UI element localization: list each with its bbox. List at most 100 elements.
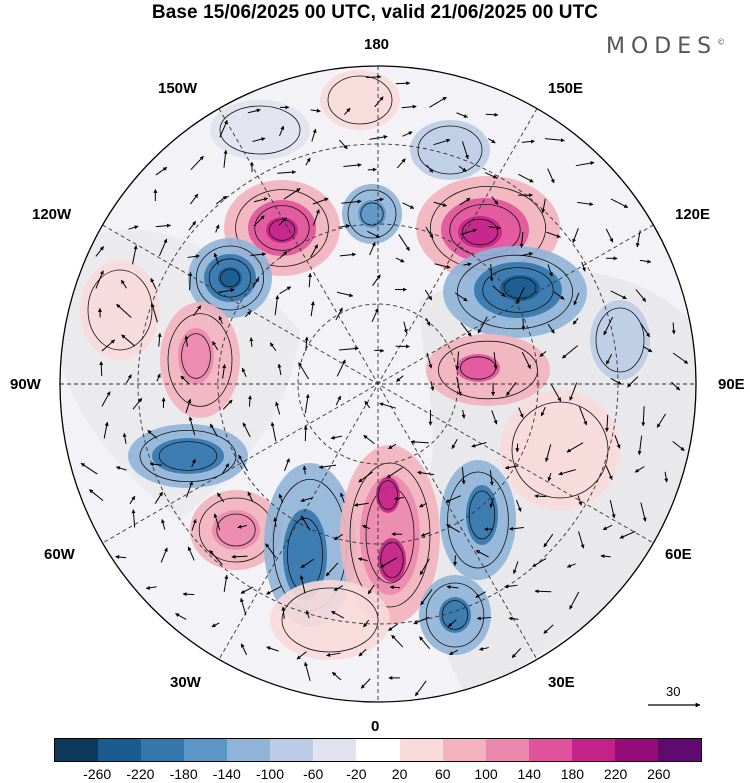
wind-arrow bbox=[265, 543, 277, 559]
wind-arrow bbox=[310, 301, 315, 317]
anomaly-shading bbox=[439, 597, 471, 633]
wind-arrow bbox=[249, 337, 254, 347]
contour-line bbox=[268, 219, 296, 241]
wind-arrow bbox=[489, 497, 494, 508]
wind-arrow bbox=[95, 246, 105, 257]
wind-arrow bbox=[395, 257, 405, 263]
wind-arrow bbox=[326, 652, 341, 657]
wind-arrow bbox=[374, 197, 384, 202]
wind-arrow bbox=[671, 381, 681, 391]
lon-label-120w: 120W bbox=[32, 206, 72, 223]
wind-arrow bbox=[380, 557, 398, 568]
colorbar-tick-label: -140 bbox=[212, 766, 241, 782]
wind-arrow bbox=[333, 533, 344, 541]
wind-arrow bbox=[336, 359, 346, 377]
colorbar-swatch bbox=[98, 739, 142, 761]
wind-arrow bbox=[476, 616, 492, 621]
wind-arrow bbox=[209, 550, 223, 566]
wind-arrow bbox=[237, 524, 247, 529]
lon-label-60w: 60W bbox=[44, 546, 75, 563]
colorbar-swatch bbox=[184, 739, 228, 761]
wind-arrow bbox=[357, 557, 368, 562]
wind-arrow bbox=[185, 481, 193, 498]
wind-arrow bbox=[313, 209, 320, 226]
wind-arrow bbox=[189, 193, 199, 205]
colorbar-tick-label: 100 bbox=[474, 766, 498, 782]
wind-arrow bbox=[605, 465, 613, 480]
contour-line bbox=[461, 218, 498, 246]
wind-arrow bbox=[128, 225, 139, 230]
wind-arrow bbox=[310, 244, 319, 258]
wind-arrow bbox=[504, 584, 518, 589]
wind-arrow bbox=[364, 400, 371, 409]
wind-arrow bbox=[635, 289, 647, 302]
wind-arrow bbox=[277, 170, 297, 175]
wind-arrow bbox=[156, 373, 161, 382]
wind-arrow bbox=[161, 518, 166, 530]
wind-arrow bbox=[532, 558, 547, 568]
wind-arrow bbox=[120, 279, 127, 289]
anomaly-shading bbox=[500, 390, 620, 510]
wind-arrow bbox=[270, 422, 277, 442]
wind-arrow bbox=[460, 228, 478, 236]
anomaly-shading bbox=[590, 300, 650, 380]
contour-line bbox=[425, 582, 485, 648]
wind-arrow bbox=[274, 295, 280, 316]
wind-arrow bbox=[521, 252, 534, 257]
wind-arrow bbox=[515, 500, 522, 512]
wind-arrow bbox=[449, 649, 459, 656]
wind-arrow bbox=[461, 141, 469, 160]
wind-arrow bbox=[604, 414, 609, 432]
contour-line bbox=[468, 490, 496, 540]
wind-arrow bbox=[558, 469, 576, 476]
wind-arrow bbox=[506, 382, 517, 396]
wind-arrow bbox=[518, 173, 534, 183]
wind-arrow bbox=[80, 462, 98, 475]
wind-arrow bbox=[221, 463, 230, 475]
contour-line bbox=[417, 125, 483, 175]
wind-arrow bbox=[374, 96, 384, 108]
colorbar-swatch bbox=[227, 739, 271, 761]
wind-arrow bbox=[367, 230, 381, 238]
wind-arrow bbox=[275, 401, 281, 415]
wind-arrow bbox=[602, 524, 613, 531]
wind-arrow bbox=[231, 554, 248, 559]
wind-arrow bbox=[453, 555, 458, 567]
colorbar-tick-label: 20 bbox=[391, 766, 408, 782]
wind-arrow bbox=[424, 289, 433, 301]
wind-arrow bbox=[132, 397, 143, 410]
wind-arrow bbox=[101, 339, 116, 352]
anomaly-shading bbox=[378, 538, 406, 582]
wind-arrow bbox=[541, 198, 546, 214]
wind-arrow bbox=[175, 613, 187, 620]
wind-arrow bbox=[362, 524, 370, 530]
contour-line bbox=[139, 429, 237, 482]
colorbar-swatch bbox=[356, 739, 400, 761]
wind-arrow bbox=[475, 549, 489, 558]
wind-arrow bbox=[447, 619, 457, 627]
wind-arrow bbox=[479, 646, 489, 651]
colorbar-tick-label: -20 bbox=[346, 766, 367, 782]
wind-arrow bbox=[489, 470, 494, 486]
wind-arrow bbox=[484, 172, 498, 179]
wind-arrow bbox=[641, 406, 646, 427]
wind-arrow bbox=[353, 502, 369, 507]
wind-arrow bbox=[581, 261, 586, 272]
wind-arrow bbox=[402, 202, 415, 209]
contour-line bbox=[327, 75, 393, 125]
reference-vector-label: 30 bbox=[666, 684, 681, 699]
wind-arrow bbox=[247, 108, 261, 114]
contour-line bbox=[511, 401, 609, 499]
wind-arrow bbox=[425, 226, 434, 239]
wind-arrow bbox=[283, 187, 301, 200]
wind-arrow bbox=[640, 502, 647, 522]
wind-arrow bbox=[460, 322, 472, 337]
wind-arrow bbox=[402, 131, 413, 137]
wind-arrow bbox=[671, 322, 676, 335]
wind-arrow bbox=[639, 259, 652, 264]
anomaly-shading bbox=[80, 260, 160, 360]
wind-arrow bbox=[281, 606, 286, 619]
anomaly-shading bbox=[466, 485, 498, 545]
wind-arrow bbox=[512, 561, 519, 575]
